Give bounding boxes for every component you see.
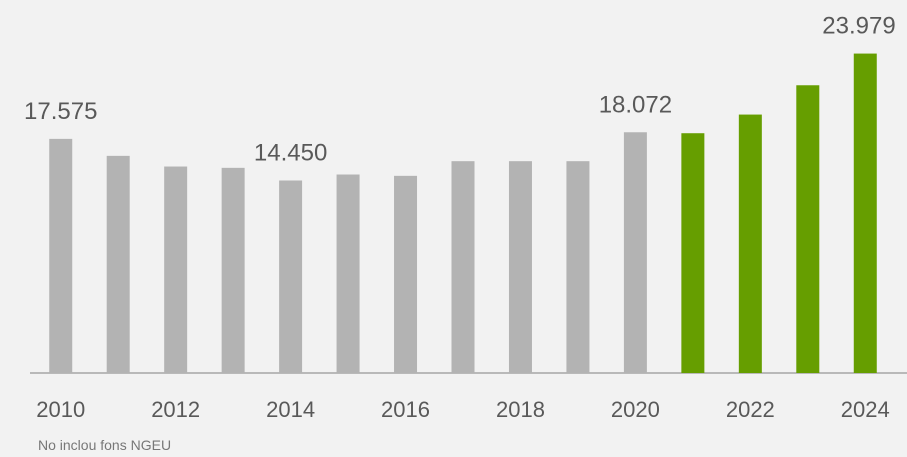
bar (279, 180, 303, 373)
x-tick-label: 2018 (496, 397, 545, 422)
value-label: 14.450 (254, 140, 327, 167)
bar (738, 114, 762, 374)
bar (394, 175, 418, 373)
value-label: 23.979 (822, 13, 895, 40)
bar (566, 161, 590, 373)
x-tick-label: 2014 (266, 397, 315, 422)
bar (451, 161, 475, 373)
bar (508, 161, 532, 373)
bar (623, 132, 647, 373)
bar (796, 85, 820, 373)
bar (681, 133, 705, 373)
bar (336, 174, 360, 373)
bar (164, 166, 188, 373)
bar (49, 138, 73, 373)
x-tick-label: 2016 (381, 397, 430, 422)
x-tick-label: 2010 (36, 397, 85, 422)
bar (106, 155, 130, 373)
value-label: 17.575 (24, 98, 97, 125)
bar (853, 53, 877, 374)
x-tick-label: 2022 (726, 397, 775, 422)
bar (221, 167, 245, 373)
x-tick-label: 2024 (841, 397, 890, 422)
x-tick-label: 2012 (151, 397, 200, 422)
note: No inclou fons NGEU (38, 437, 171, 453)
x-tick-label: 2020 (611, 397, 660, 422)
value-label: 18.072 (599, 91, 672, 118)
